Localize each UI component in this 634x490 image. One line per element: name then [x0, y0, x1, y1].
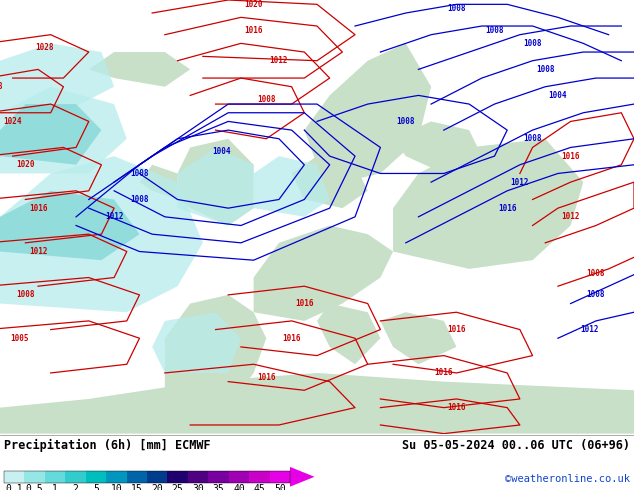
- Text: 1008: 1008: [536, 65, 555, 74]
- Text: 1024: 1024: [3, 117, 22, 126]
- Bar: [86, 470, 106, 483]
- Bar: [269, 470, 290, 483]
- Polygon shape: [0, 156, 203, 312]
- Bar: [167, 470, 188, 483]
- Polygon shape: [139, 165, 178, 199]
- Polygon shape: [152, 312, 241, 373]
- Text: 1016: 1016: [244, 26, 263, 35]
- Text: 1016: 1016: [257, 373, 276, 382]
- Polygon shape: [380, 312, 456, 364]
- Text: 1008: 1008: [523, 39, 542, 48]
- Polygon shape: [304, 44, 431, 182]
- Text: 1020: 1020: [244, 0, 263, 9]
- Text: 1012: 1012: [105, 212, 124, 221]
- Text: 1012: 1012: [580, 325, 599, 334]
- Text: 1008: 1008: [16, 291, 35, 299]
- Polygon shape: [0, 44, 114, 113]
- Text: 1008: 1008: [586, 291, 605, 299]
- Polygon shape: [89, 52, 190, 87]
- Bar: [127, 470, 147, 483]
- Text: 1012: 1012: [561, 212, 580, 221]
- Polygon shape: [178, 147, 254, 225]
- Polygon shape: [165, 295, 266, 390]
- Bar: [45, 470, 65, 483]
- Text: 15: 15: [131, 484, 143, 490]
- Text: 20: 20: [152, 484, 163, 490]
- Text: 1: 1: [52, 484, 58, 490]
- Bar: [4, 470, 25, 483]
- Text: Precipitation (6h) [mm] ECMWF: Precipitation (6h) [mm] ECMWF: [4, 439, 210, 452]
- Text: 1012: 1012: [269, 56, 288, 65]
- Polygon shape: [0, 87, 127, 173]
- Text: 1028: 1028: [0, 82, 3, 91]
- Text: 1008: 1008: [130, 169, 149, 178]
- Bar: [106, 470, 127, 483]
- Bar: [25, 470, 45, 483]
- Text: 1004: 1004: [212, 147, 231, 156]
- Text: 1008: 1008: [586, 269, 605, 278]
- Text: 2: 2: [72, 484, 79, 490]
- Text: 1012: 1012: [29, 247, 48, 256]
- Bar: [188, 470, 209, 483]
- Text: 1016: 1016: [498, 204, 517, 213]
- Text: 1016: 1016: [447, 325, 466, 334]
- Text: 0.1: 0.1: [6, 484, 23, 490]
- Polygon shape: [254, 225, 393, 321]
- Polygon shape: [0, 104, 101, 165]
- Bar: [4, 470, 290, 483]
- Text: 1008: 1008: [485, 26, 504, 35]
- Text: 5: 5: [93, 484, 99, 490]
- Text: 1008: 1008: [396, 117, 415, 126]
- Polygon shape: [254, 156, 330, 217]
- Text: 45: 45: [254, 484, 265, 490]
- Text: 1008: 1008: [257, 95, 276, 104]
- Bar: [147, 470, 167, 483]
- Text: 1020: 1020: [16, 160, 35, 169]
- Bar: [65, 470, 86, 483]
- Text: 1008: 1008: [130, 195, 149, 204]
- Text: 40: 40: [233, 484, 245, 490]
- Polygon shape: [292, 156, 368, 208]
- Bar: [249, 470, 269, 483]
- Text: 1012: 1012: [510, 178, 529, 187]
- Text: 35: 35: [212, 484, 224, 490]
- Text: 50: 50: [274, 484, 286, 490]
- Text: 1016: 1016: [447, 403, 466, 412]
- Text: 25: 25: [172, 484, 183, 490]
- Text: 1016: 1016: [29, 204, 48, 213]
- Bar: [209, 470, 229, 483]
- Text: 1028: 1028: [35, 43, 54, 52]
- Polygon shape: [0, 191, 139, 260]
- Polygon shape: [393, 122, 482, 173]
- Text: 1016: 1016: [434, 368, 453, 377]
- Text: 1016: 1016: [561, 151, 580, 161]
- Text: ©weatheronline.co.uk: ©weatheronline.co.uk: [505, 474, 630, 485]
- Text: 1008: 1008: [523, 134, 542, 143]
- Polygon shape: [393, 139, 583, 269]
- Text: 1016: 1016: [282, 334, 301, 343]
- Text: 1008: 1008: [447, 4, 466, 13]
- Bar: [229, 470, 249, 483]
- Text: 1016: 1016: [295, 299, 314, 308]
- Text: 0.5: 0.5: [26, 484, 44, 490]
- Text: 1005: 1005: [10, 334, 29, 343]
- Polygon shape: [0, 373, 634, 434]
- Text: Su 05-05-2024 00..06 UTC (06+96): Su 05-05-2024 00..06 UTC (06+96): [402, 439, 630, 452]
- Text: 10: 10: [110, 484, 122, 490]
- FancyArrow shape: [290, 467, 314, 487]
- Text: 1004: 1004: [548, 91, 567, 100]
- Text: 30: 30: [192, 484, 204, 490]
- Polygon shape: [178, 139, 254, 225]
- Polygon shape: [317, 304, 380, 364]
